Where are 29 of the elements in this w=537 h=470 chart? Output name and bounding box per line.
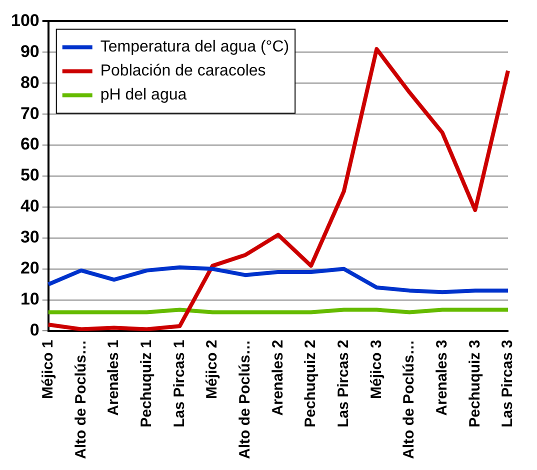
y-tick-label: 20 xyxy=(20,258,40,278)
x-tick-label: Alto de Poclús… xyxy=(236,340,254,460)
x-tick-label: Alto de Poclús… xyxy=(72,340,90,460)
x-tick-label: Pechuquiz 3 xyxy=(466,340,484,428)
x-tick-label: Las Pircas 2 xyxy=(334,340,352,428)
x-tick-label: Méjico 3 xyxy=(368,340,385,400)
x-tick-label: Pechuquiz 1 xyxy=(138,340,155,428)
y-tick-label: 50 xyxy=(20,166,40,185)
x-tick-label: Arenales 3 xyxy=(433,340,450,416)
x-tick-label: Pechuquiz 2 xyxy=(302,340,320,428)
x-tick-label: Las Pircas 3 xyxy=(499,340,516,428)
y-tick-label: 40 xyxy=(20,196,40,216)
legend-label: Población de caracoles xyxy=(100,62,266,80)
y-tick-label: 0 xyxy=(30,320,40,340)
y-tick-label: 80 xyxy=(20,72,40,92)
y-tick-label: 70 xyxy=(20,104,40,123)
legend-label: pH del agua xyxy=(100,86,187,104)
x-tick-label: Méjico 2 xyxy=(204,340,221,400)
x-tick-label: Méjico 1 xyxy=(40,340,57,400)
x-tick-label: Arenales 2 xyxy=(269,340,286,416)
y-tick-label: 90 xyxy=(20,42,40,61)
y-tick-label: 30 xyxy=(20,228,40,247)
legend-label: Temperatura del agua (°C) xyxy=(100,38,290,56)
y-tick-label: 10 xyxy=(20,290,40,309)
x-tick-label: Alto de Poclús… xyxy=(400,340,418,460)
x-tick-label: Las Pircas 1 xyxy=(170,340,188,428)
y-tick-label: 100 xyxy=(10,10,40,30)
y-tick-label: 60 xyxy=(20,134,40,154)
x-tick-label: Arenales 1 xyxy=(105,340,122,416)
